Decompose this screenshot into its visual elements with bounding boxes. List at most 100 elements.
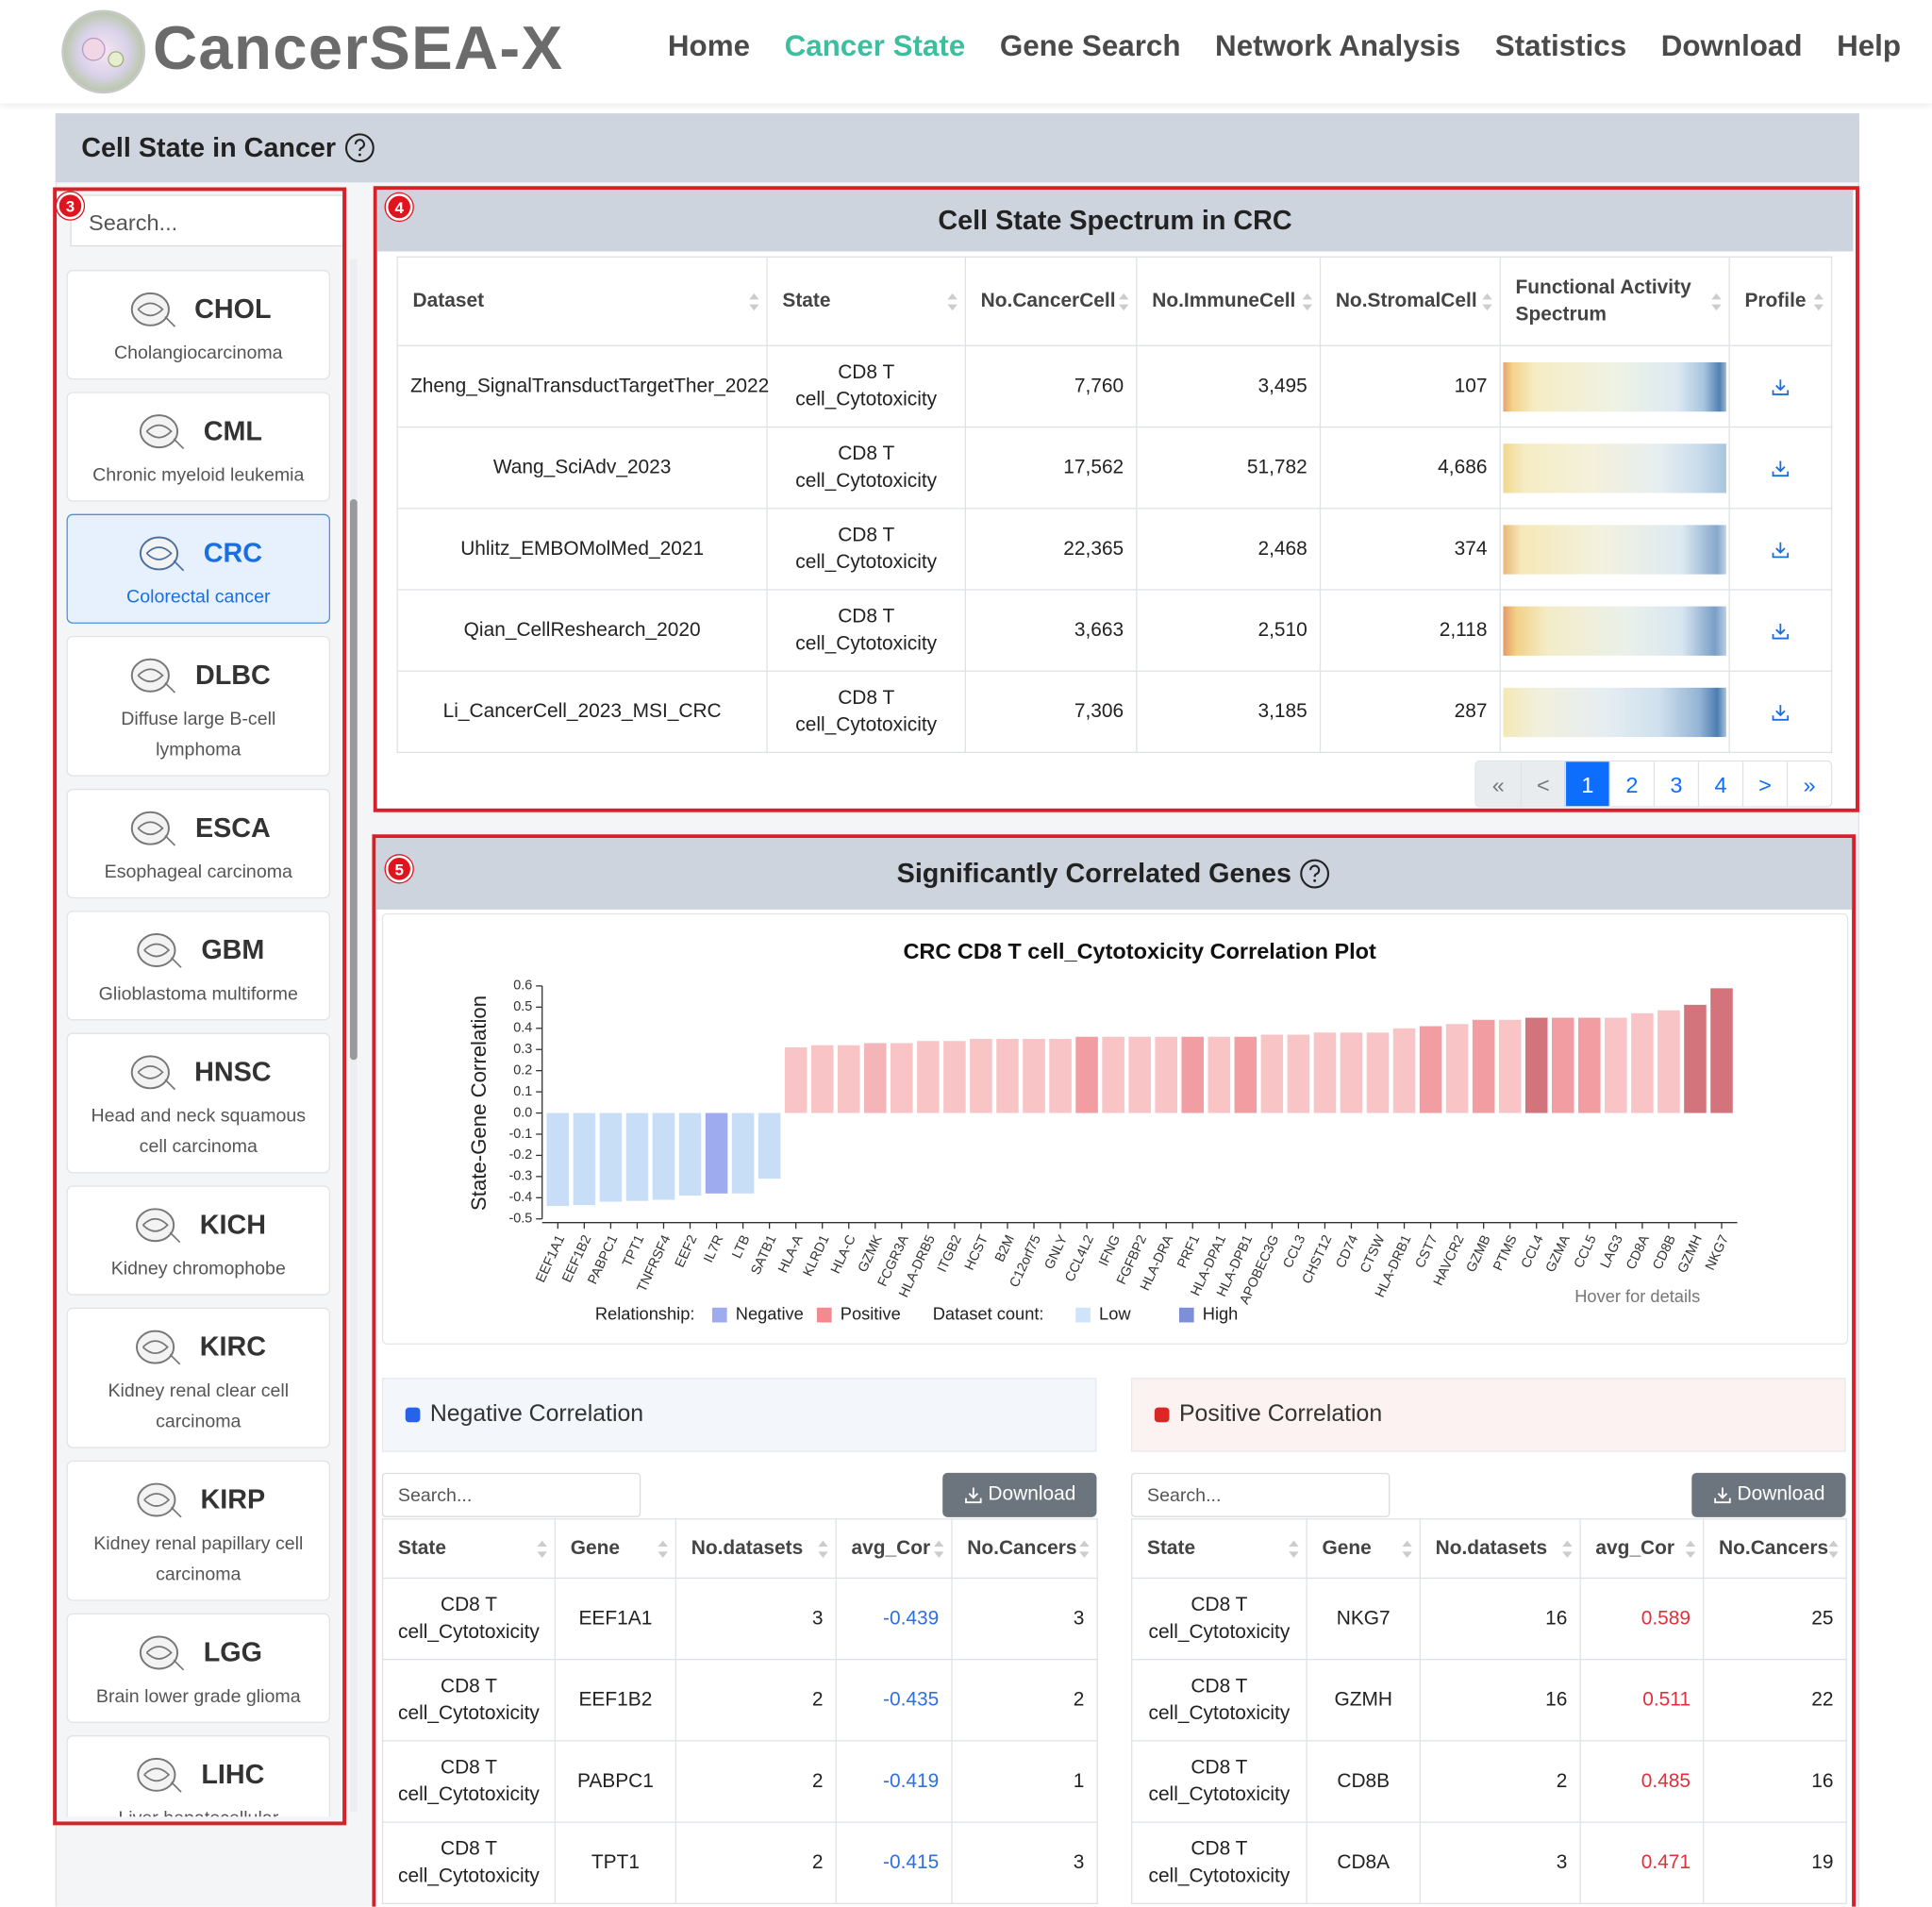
help-dot <box>1313 878 1317 882</box>
legend-item: Low <box>1099 1303 1131 1323</box>
column-header[interactable]: No.CancerCell <box>964 256 1138 347</box>
table-cell: CD8 T cell_Cytotoxicity <box>381 1577 557 1661</box>
cancer-card[interactable]: LGG Brain lower grade glioma <box>66 1613 331 1723</box>
table-cell: 19 <box>1703 1821 1847 1904</box>
page-button[interactable]: > <box>1741 761 1787 807</box>
column-title: avg_Cor <box>851 1537 931 1559</box>
column-title: State <box>782 290 831 311</box>
card-head: ESCA <box>75 800 322 857</box>
table-cell: 51,782 <box>1136 426 1322 510</box>
page-button[interactable]: 4 <box>1697 761 1742 807</box>
cancer-card[interactable]: CRC Colorectal cancer <box>66 513 331 624</box>
page-button[interactable]: » <box>1786 761 1831 807</box>
bar <box>891 1043 913 1113</box>
column-header[interactable]: Gene <box>554 1518 677 1580</box>
nav-link[interactable]: Network Analysis <box>1215 29 1461 63</box>
page-button[interactable]: < <box>1520 761 1565 807</box>
x-tick-label: ITGB2 <box>935 1233 965 1275</box>
search-input[interactable]: Search... <box>381 1472 641 1517</box>
table-cell <box>1499 589 1730 672</box>
page-button[interactable]: 3 <box>1653 761 1698 807</box>
cancer-name: Brain lower grade glioma <box>95 1685 301 1707</box>
bar <box>1524 1017 1548 1113</box>
cancer-name: Kidney renal clear cell carcinoma <box>108 1380 290 1432</box>
page-button[interactable]: 2 <box>1608 761 1654 807</box>
page-button[interactable]: 1 <box>1564 761 1609 807</box>
sort-arrows <box>934 1539 944 1558</box>
column-header[interactable]: No.StromalCell <box>1319 256 1501 347</box>
sort-up <box>934 1539 944 1547</box>
cancer-card[interactable]: HNSC Head and neck squamous cell carcinom… <box>66 1032 331 1174</box>
nav-link[interactable]: Home <box>667 29 751 63</box>
column-header[interactable]: avg_Cor <box>835 1518 953 1580</box>
download-button[interactable]: Download <box>1691 1472 1846 1517</box>
column-header[interactable]: avg_Cor <box>1579 1518 1705 1580</box>
sort-down <box>1813 303 1824 310</box>
cancer-card[interactable]: ESCA Esophageal carcinoma <box>66 788 331 899</box>
table-cell: CD8 T cell_Cytotoxicity <box>766 508 966 591</box>
nav-link[interactable]: Cancer State <box>784 29 966 63</box>
column-header[interactable]: No.Cancers <box>951 1518 1098 1580</box>
pagination: «<1 2 3 4 >» <box>1474 760 1833 808</box>
table-cell[interactable] <box>1728 670 1833 754</box>
sort-down <box>658 1550 668 1558</box>
spectrum-header: Cell State Spectrum in CRC <box>376 190 1854 252</box>
cancer-card[interactable]: KIRC Kidney renal clear cell carcinoma <box>66 1307 331 1448</box>
search-input[interactable]: Search... <box>1131 1472 1391 1517</box>
nav-link[interactable]: Download <box>1660 29 1803 63</box>
help-circle <box>344 133 375 163</box>
table-card-title: Positive Correlation <box>1178 1401 1383 1428</box>
column-header[interactable]: State <box>1131 1518 1307 1580</box>
column-header[interactable]: Gene <box>1306 1518 1421 1580</box>
cancer-card[interactable]: CHOL Cholangiocarcinoma <box>66 270 331 380</box>
step-badge: 5 <box>385 855 413 883</box>
column-header[interactable]: State <box>766 256 966 347</box>
table-cell[interactable] <box>1728 344 1833 428</box>
sort-up <box>658 1539 668 1547</box>
cancer-card[interactable]: DLBC Diffuse large B-cell lymphoma <box>66 635 331 777</box>
x-tick-label: GNLY <box>1041 1232 1071 1272</box>
cancer-card[interactable]: CML Chronic myeloid leukemia <box>66 392 331 502</box>
cancer-card[interactable]: KIRP Kidney renal papillary cell carcinom… <box>66 1460 331 1601</box>
activity-spectrum <box>1503 524 1726 574</box>
search-input[interactable]: Search... <box>70 194 344 247</box>
page-button[interactable]: « <box>1475 761 1521 807</box>
table-cell[interactable] <box>1728 426 1833 510</box>
sort-up <box>1118 293 1129 299</box>
column-header[interactable]: Dataset <box>396 256 768 347</box>
column-header[interactable]: No.Cancers <box>1703 1518 1847 1580</box>
column-header[interactable]: Profile <box>1728 256 1833 347</box>
sort-arrows <box>1482 293 1492 310</box>
sort-down <box>537 1550 547 1558</box>
cancer-card[interactable]: KICH Kidney chromophobe <box>66 1185 331 1296</box>
table-cell[interactable] <box>1728 589 1833 672</box>
activity-spectrum <box>1503 443 1726 493</box>
cancer-list: CHOL Cholangiocarcinoma CML Chronic myeloid… <box>66 270 331 1817</box>
logo-text[interactable]: CancerSEA-X <box>152 13 564 83</box>
download-button[interactable]: Download <box>942 1472 1097 1517</box>
sort-down <box>1079 1550 1090 1558</box>
nav-link[interactable]: Help <box>1837 29 1902 63</box>
column-header[interactable]: State <box>381 1518 557 1580</box>
cancer-card[interactable]: GBM Glioblastoma multiforme <box>66 911 331 1021</box>
download-glyph <box>1714 1487 1731 1504</box>
nav-link[interactable]: Gene Search <box>999 29 1181 63</box>
table-cell[interactable] <box>1728 508 1833 591</box>
organ-icon <box>130 292 175 327</box>
column-header[interactable]: No.ImmuneCell <box>1136 256 1322 347</box>
sort-arrows <box>537 1539 547 1558</box>
y-tick-label: -0.2 <box>508 1147 532 1163</box>
nav-link[interactable]: Statistics <box>1494 29 1627 63</box>
bar <box>1155 1036 1177 1113</box>
organ-shape <box>130 1055 170 1090</box>
table-cell: CD8 T cell_Cytotoxicity <box>1131 1659 1307 1742</box>
bar <box>1605 1017 1627 1113</box>
column-header[interactable]: Functional Activity Spectrum <box>1499 256 1730 347</box>
cancer-card[interactable]: LIHC Liver hepatocellular carcinoma <box>66 1735 331 1817</box>
column-header[interactable]: No.datasets <box>1419 1518 1581 1580</box>
table-row: CD8 T cell_Cytotoxicity EEF1B2 2 -0.435 2 <box>381 1659 1098 1742</box>
y-tick-label: 0.5 <box>513 999 532 1014</box>
download-glyph <box>1772 704 1790 721</box>
column-header[interactable]: No.datasets <box>675 1518 837 1580</box>
table-card-title: Negative Correlation <box>429 1401 644 1428</box>
